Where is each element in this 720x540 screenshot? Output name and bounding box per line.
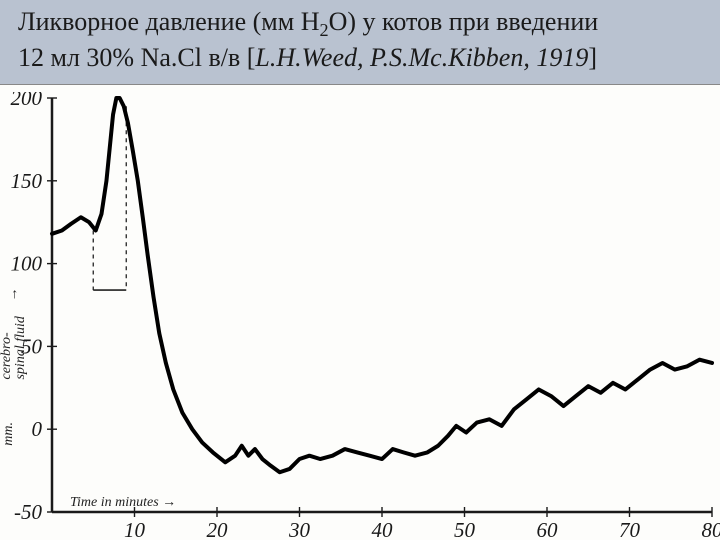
svg-text:20: 20 [207,518,229,540]
svg-text:100: 100 [11,252,43,276]
title-sub2: 2 [319,20,328,40]
chart-svg: -500501001502001020304050607080Time in m… [0,92,720,540]
title-text-2a: 12 мл 30% Na.Cl в/в [ [18,43,255,72]
svg-text:10: 10 [124,518,146,540]
svg-text:30: 30 [288,518,311,540]
title-text-1a: Ликворное давление (мм [18,7,301,36]
title-line-2: 12 мл 30% Na.Cl в/в [L.H.Weed, P.S.Mc.Ki… [18,42,702,75]
title-bar: Ликворное давление (мм H2O) у котов при … [0,0,720,85]
title-text-2b: ] [588,43,597,72]
svg-text:70: 70 [619,518,641,540]
svg-text:50: 50 [454,518,476,540]
svg-text:200: 200 [11,92,43,110]
title-h: H [301,7,320,36]
svg-text:spinal fluid: spinal fluid [13,315,28,379]
title-citation: L.H.Weed, P.S.Mc.Kibben, 1919 [255,43,588,72]
svg-text:60: 60 [537,518,559,540]
svg-text:0: 0 [32,417,43,441]
svg-text:150: 150 [11,169,43,193]
svg-text:40: 40 [372,518,394,540]
svg-text:Time in minutes →: Time in minutes → [70,495,176,510]
svg-text:80: 80 [702,518,720,540]
title-text-1o: O) у котов при введении [329,7,599,36]
svg-text:-50: -50 [14,500,42,524]
svg-text:mm.: mm. [1,422,16,446]
chart-area: -500501001502001020304050607080Time in m… [0,92,720,540]
svg-text:cerebro-: cerebro- [0,332,14,379]
title-line-1: Ликворное давление (мм H2O) у котов при … [18,6,702,42]
svg-text:→: → [6,288,21,302]
